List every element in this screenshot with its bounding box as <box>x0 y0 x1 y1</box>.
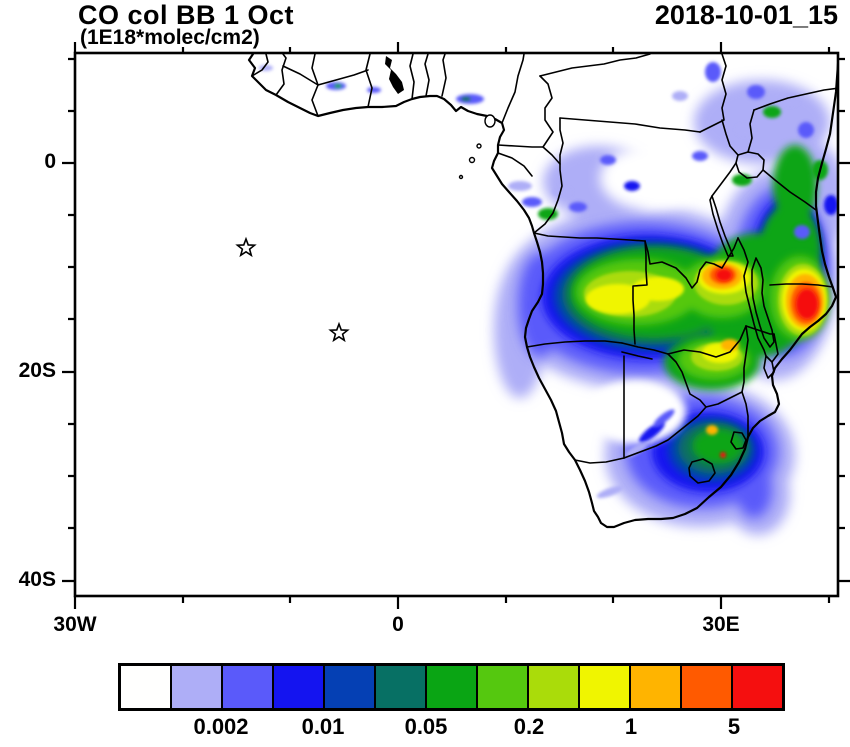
timestamp: 2018-10-01_15 <box>654 0 838 30</box>
colorbar-cell <box>170 666 221 708</box>
star-marker-sthelena <box>329 323 349 342</box>
ytick-label-20s: 20S <box>18 359 56 382</box>
lake-victoria <box>735 151 765 179</box>
lake-volta <box>385 56 404 94</box>
island-bioko <box>484 114 496 128</box>
colorbar <box>118 663 785 711</box>
colorbar-label: 5 <box>727 714 741 739</box>
units-subtitle: (1E18*molec/cm2) <box>80 26 260 49</box>
country-borders <box>251 53 838 464</box>
lakes <box>385 56 775 348</box>
page-title: CO col BB 1 Oct <box>78 0 295 30</box>
ytick-label-0: 0 <box>44 150 56 173</box>
colorbar-cell <box>323 666 374 708</box>
plot-frame <box>73 51 840 598</box>
lake-tanganyika <box>709 195 734 257</box>
africa-coastline <box>247 53 838 529</box>
lake-malawi <box>751 257 775 348</box>
eswatini-border <box>730 431 747 450</box>
enclave-borders <box>688 431 747 484</box>
colorbar-cell <box>731 666 782 708</box>
colorbar-label: 0.01 <box>301 714 345 739</box>
colorbar-cell <box>680 666 731 708</box>
colorbar-label: 0.05 <box>404 714 448 739</box>
gulf-islands <box>458 114 496 180</box>
colorbar-cell <box>221 666 272 708</box>
colorbar-cell <box>374 666 425 708</box>
map-plot <box>62 42 850 609</box>
colorbar-cell <box>476 666 527 708</box>
ytick-label-40s: 40S <box>18 568 56 591</box>
colorbar-cell <box>121 666 170 708</box>
island-principe <box>476 143 482 149</box>
island-sao-tome <box>468 156 476 164</box>
star-marker-ascension <box>236 238 256 257</box>
xtick-label-30w: 30W <box>53 613 97 636</box>
scattered-plume-specks <box>259 62 838 499</box>
lesotho-border <box>688 458 716 484</box>
colorbar-cell <box>272 666 323 708</box>
axis-ticks <box>62 42 850 609</box>
colorbar-label: 1 <box>624 714 638 739</box>
xtick-label-0: 0 <box>392 613 404 636</box>
colorbar-label: 0.2 <box>513 714 545 739</box>
island-annobon <box>458 174 464 180</box>
colorbar-cell <box>425 666 476 708</box>
colorbar-cell <box>527 666 578 708</box>
colorbar-label: 0.002 <box>193 714 249 739</box>
colorbar-cell <box>629 666 680 708</box>
colorbar-cell <box>578 666 629 708</box>
xtick-label-30e: 30E <box>702 613 740 636</box>
